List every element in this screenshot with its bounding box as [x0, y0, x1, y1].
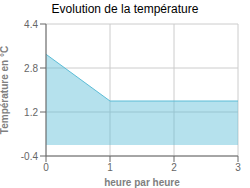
- svg-text:1.2: 1.2: [24, 107, 38, 118]
- svg-text:4.4: 4.4: [24, 19, 38, 30]
- svg-text:2: 2: [171, 162, 177, 173]
- html-text:Evolution de la température: Evolution de la température: [51, 2, 199, 16]
- svg-text:2.8: 2.8: [24, 63, 38, 74]
- svg-text:-0.4: -0.4: [21, 151, 39, 162]
- svg-text:1: 1: [107, 162, 113, 173]
- svg-text:Température en °C: Température en °C: [8, 46, 10, 134]
- svg-text:3: 3: [235, 162, 241, 173]
- svg-text:0: 0: [43, 162, 49, 173]
- svg-text:heure par heure: heure par heure: [104, 177, 180, 188]
